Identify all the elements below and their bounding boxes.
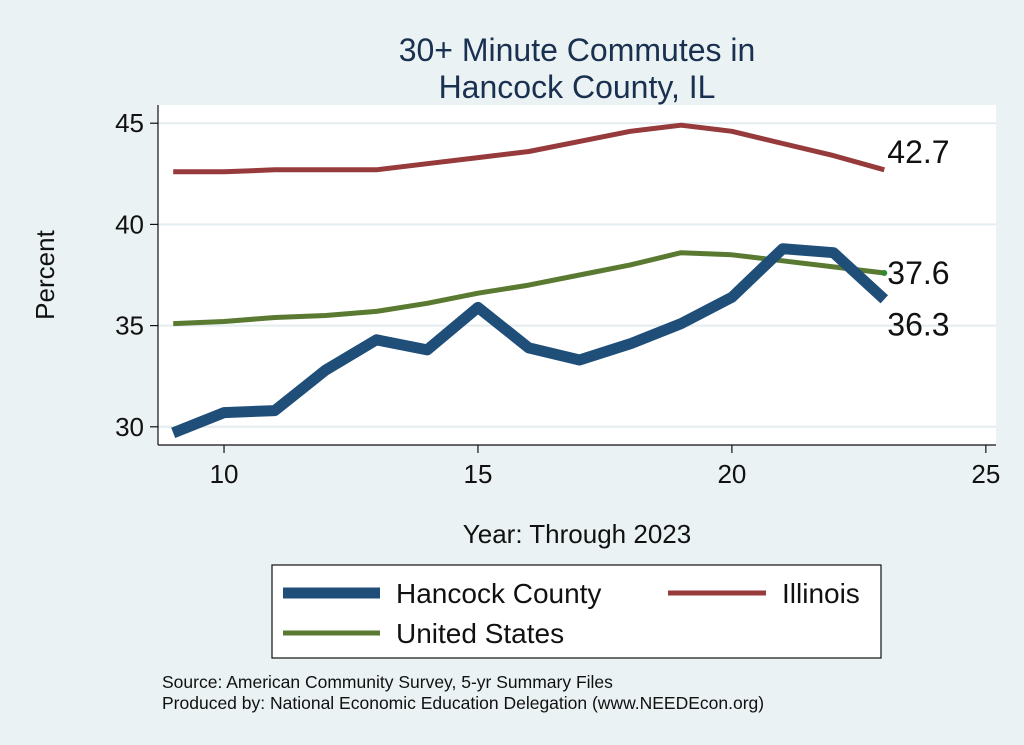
- gridlines: [158, 122, 996, 428]
- source-note: Source: American Community Survey, 5-yr …: [162, 672, 613, 692]
- end-label-hancock-county: 36.3: [887, 306, 949, 342]
- chart-title-line-2: Hancock County, IL: [439, 69, 716, 105]
- series-end-marker: [881, 269, 888, 276]
- producer-note: Produced by: National Economic Education…: [162, 693, 764, 713]
- y-axis-title: Percent: [30, 229, 60, 319]
- x-axis-title: Year: Through 2023: [463, 519, 691, 549]
- series-line-hancock-county: [171, 243, 889, 439]
- series-lines: [171, 122, 889, 439]
- legend-label-hancock-county: Hancock County: [396, 578, 601, 609]
- y-tick-label: 35: [115, 311, 144, 341]
- x-tick-label: 25: [971, 459, 1000, 489]
- legend-label-illinois: Illinois: [782, 578, 860, 609]
- y-tick-label: 40: [115, 209, 144, 239]
- x-tick-label: 20: [717, 459, 746, 489]
- y-tick-label: 45: [115, 108, 144, 138]
- end-label-united-states: 37.6: [887, 255, 949, 291]
- legend-label-united-states: United States: [396, 618, 564, 649]
- chart-title-line-1: 30+ Minute Commutes in: [399, 32, 756, 68]
- legend-box: [271, 564, 882, 659]
- y-tick-label: 30: [115, 412, 144, 442]
- x-tick-label: 10: [210, 459, 239, 489]
- end-label-illinois: 42.7: [887, 134, 949, 170]
- end-labels: 36.3 42.7 37.6: [887, 134, 949, 343]
- x-tick-label: 15: [464, 459, 493, 489]
- axis-ticks: 30 35 40 45 10 15 20 25: [115, 108, 1000, 489]
- series-line-illinois: [173, 122, 885, 175]
- legend: Hancock County Illinois United States: [283, 578, 860, 649]
